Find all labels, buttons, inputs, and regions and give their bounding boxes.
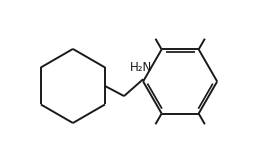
Text: H₂N: H₂N [130, 61, 152, 74]
